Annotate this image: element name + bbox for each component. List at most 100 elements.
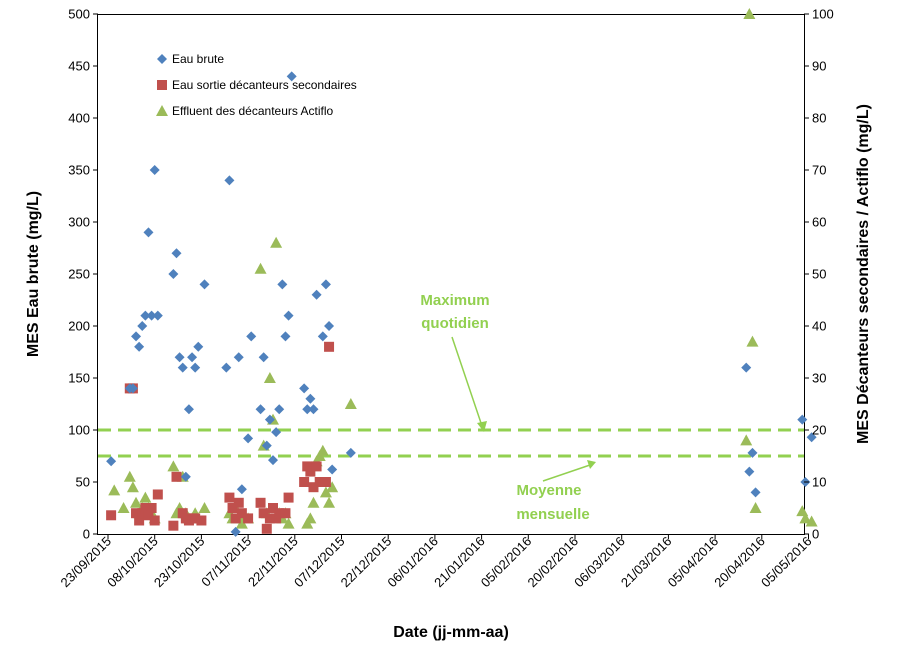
data-point-decanteurs: [236, 508, 247, 519]
data-point-decanteurs: [271, 513, 282, 524]
data-point-eau-brute: [345, 447, 356, 458]
data-point-decanteurs: [302, 461, 313, 472]
data-point-decanteurs: [258, 508, 269, 519]
data-point-decanteurs: [140, 503, 151, 513]
data-point-actiflo: [805, 515, 818, 527]
data-point-eau-brute: [152, 310, 163, 321]
data-point-eau-brute: [741, 362, 752, 373]
data-points: [106, 8, 818, 537]
x-axis-title: Date (jj-mm-aa): [393, 624, 509, 641]
data-point-eau-brute: [317, 331, 328, 342]
y-right-tick-label: 0: [812, 527, 819, 542]
legend-marker-decanteurs: [157, 80, 167, 90]
data-point-eau-brute: [806, 432, 817, 443]
data-point-eau-brute: [243, 433, 254, 444]
data-point-eau-brute: [246, 331, 257, 342]
data-point-actiflo: [270, 236, 283, 248]
data-point-decanteurs: [283, 492, 294, 503]
y-left-tick-label: 100: [68, 423, 90, 438]
data-point-eau-brute: [797, 414, 808, 425]
data-point-eau-brute: [140, 310, 151, 321]
data-point-eau-brute: [280, 331, 291, 342]
y-left-tick-label: 400: [68, 111, 90, 126]
data-point-eau-brute: [149, 165, 160, 175]
y-right-tick-label: 30: [812, 371, 826, 386]
data-point-eau-brute: [274, 404, 285, 415]
y-left-tick-label: 300: [68, 215, 90, 230]
data-point-decanteurs: [264, 513, 275, 524]
data-point-actiflo: [282, 517, 295, 529]
data-point-eau-brute: [224, 175, 235, 186]
data-point-decanteurs: [168, 520, 179, 531]
data-point-decanteurs: [131, 508, 142, 519]
y-right-tick-label: 10: [812, 475, 826, 490]
data-point-eau-brute: [261, 440, 272, 451]
data-point-decanteurs: [324, 341, 335, 352]
data-point-decanteurs: [280, 508, 291, 519]
data-point-eau-brute: [168, 269, 179, 279]
data-point-actiflo: [316, 444, 329, 456]
data-point-decanteurs: [233, 497, 244, 508]
data-point-eau-brute: [127, 383, 138, 394]
data-point-eau-brute: [174, 352, 185, 363]
data-point-decanteurs: [230, 513, 241, 524]
data-point-actiflo: [799, 512, 812, 524]
data-point-decanteurs: [227, 503, 238, 513]
data-point-decanteurs: [274, 508, 285, 519]
data-point-decanteurs: [106, 510, 117, 521]
y-right-tick-label: 100: [812, 7, 834, 22]
data-point-actiflo: [167, 460, 180, 472]
data-point-eau-brute: [106, 456, 117, 467]
data-point-eau-brute: [268, 455, 279, 466]
data-point-actiflo: [326, 481, 339, 493]
data-point-eau-brute: [750, 487, 761, 498]
data-point-eau-brute: [320, 279, 331, 290]
data-point-actiflo: [307, 496, 320, 508]
data-point-eau-brute: [230, 526, 241, 537]
data-point-eau-brute: [137, 321, 148, 331]
data-point-eau-brute: [258, 352, 269, 363]
data-point-eau-brute: [299, 383, 310, 394]
data-point-actiflo: [743, 8, 756, 19]
data-point-decanteurs: [305, 466, 316, 477]
data-point-actiflo: [139, 491, 152, 503]
moy-annotation-line2: mensuelle: [516, 506, 589, 523]
data-point-eau-brute: [177, 362, 188, 373]
data-point-decanteurs: [224, 492, 235, 503]
y-right-tick-label: 40: [812, 319, 826, 334]
data-point-decanteurs: [243, 513, 254, 524]
data-point-eau-brute: [190, 362, 201, 373]
y-left-tick-label: 350: [68, 163, 90, 178]
data-point-actiflo: [117, 502, 130, 513]
data-point-eau-brute: [131, 331, 142, 342]
data-point-decanteurs: [149, 515, 160, 526]
data-point-actiflo: [126, 481, 139, 493]
data-point-actiflo: [123, 470, 136, 482]
moy-annotation-arrowhead: [587, 460, 596, 469]
data-point-eau-brute: [233, 352, 244, 363]
y-axis-right-title: MES Décanteurs secondaires / Actiflo (mg…: [855, 104, 872, 444]
data-point-decanteurs: [308, 482, 319, 493]
data-point-actiflo: [323, 496, 336, 508]
data-point-decanteurs: [146, 503, 157, 513]
y-axis-left-title: MES Eau brute (mg/L): [25, 191, 42, 357]
data-point-eau-brute: [183, 404, 194, 415]
data-point-actiflo: [198, 502, 211, 513]
data-point-actiflo: [746, 335, 759, 347]
y-left-tick-label: 50: [76, 475, 90, 490]
data-point-decanteurs: [190, 513, 201, 524]
y-left-tick-label: 200: [68, 319, 90, 334]
data-point-actiflo: [254, 262, 267, 274]
data-point-actiflo: [344, 398, 357, 409]
y-right-tick-label: 20: [812, 423, 826, 438]
data-point-decanteurs: [261, 523, 272, 534]
data-point-eau-brute: [327, 464, 338, 475]
data-point-decanteurs: [134, 515, 145, 526]
data-point-actiflo: [263, 372, 276, 383]
y-right-tick-label: 70: [812, 163, 826, 178]
data-point-eau-brute: [302, 404, 313, 415]
data-point-eau-brute: [255, 404, 266, 415]
